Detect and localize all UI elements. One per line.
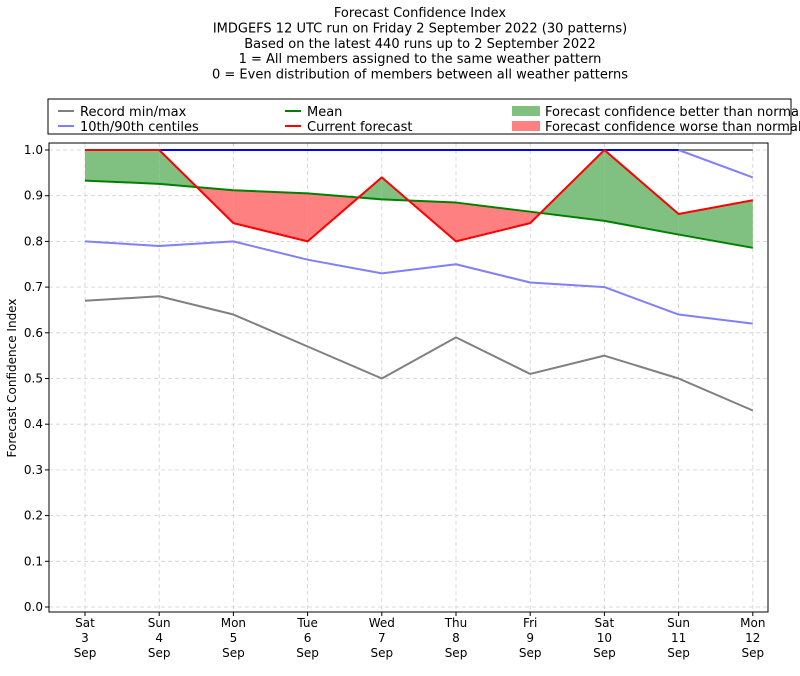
x-tick-label-3-2: Sep — [296, 646, 319, 660]
y-tick-label-10: 1.0 — [24, 143, 43, 157]
legend-swatch-2 — [512, 106, 540, 116]
better-fill-0 — [85, 150, 160, 184]
x-tick-label-3-1: 6 — [304, 631, 312, 645]
better-fill-8 — [678, 200, 753, 248]
better-fill-6b — [540, 150, 605, 221]
series-record-min — [84, 295, 754, 412]
y-tick-label-2: 0.2 — [24, 509, 43, 523]
plot-area: 0.00.10.20.30.40.50.60.70.80.91.0Sat3Sep… — [5, 142, 769, 660]
x-tick-label-2-1: 5 — [230, 631, 238, 645]
better-fill-7 — [604, 150, 679, 235]
x-tick-label-8-2: Sep — [667, 646, 690, 660]
legend-label-5: Forecast confidence worse than normal — [545, 120, 800, 135]
x-tick-label-5-0: Thu — [444, 616, 468, 630]
x-tick-label-1-1: 4 — [155, 631, 163, 645]
x-tick-label-1-2: Sep — [148, 646, 171, 660]
x-tick-label-6-2: Sep — [519, 646, 542, 660]
x-tick-label-3-0: Tue — [296, 616, 318, 630]
x-tick-label-4-0: Wed — [369, 616, 395, 630]
legend-label-1: Mean — [307, 105, 342, 120]
title-line-0: Forecast Confidence Index — [334, 6, 506, 21]
title-line-4: 0 = Even distribution of members between… — [212, 68, 628, 83]
y-tick-label-1: 0.1 — [24, 554, 43, 568]
series-centile-10 — [84, 240, 753, 325]
y-tick-label-7: 0.7 — [24, 280, 43, 294]
y-tick-label-4: 0.4 — [24, 417, 43, 431]
x-tick-label-9-1: 12 — [745, 631, 760, 645]
y-tick-label-8: 0.8 — [24, 234, 43, 248]
legend: Record min/max Mean Forecast confidence be… — [47, 98, 800, 135]
x-tick-label-5-2: Sep — [445, 646, 468, 660]
x-tick-label-0-1: 3 — [81, 631, 89, 645]
legend-label-2: Forecast confidence better than normal — [545, 105, 800, 120]
x-tick-label-7-2: Sep — [593, 646, 616, 660]
plot-frame — [48, 142, 769, 613]
title-line-2: Based on the latest 440 runs up to 2 Sep… — [244, 37, 595, 52]
legend-label-0: Record min/max — [80, 105, 187, 120]
x-tick-label-9-0: Mon — [740, 616, 765, 630]
x-tick-label-1-0: Sun — [148, 616, 171, 630]
x-tick-label-0-2: Sep — [74, 646, 97, 660]
x-tick-label-7-0: Sat — [595, 616, 615, 630]
x-tick-label-6-1: 9 — [526, 631, 534, 645]
title-line-3: 1 = All members assigned to the same wea… — [239, 52, 602, 67]
legend-label-4: Current forecast — [307, 120, 413, 135]
x-tick-label-5-1: 8 — [452, 631, 460, 645]
y-axis-label: Forecast Confidence Index — [5, 299, 19, 458]
x-tick-label-2-2: Sep — [222, 646, 245, 660]
x-tick-label-2-0: Mon — [221, 616, 246, 630]
legend-box — [47, 98, 792, 135]
y-tick-label-6: 0.6 — [24, 326, 43, 340]
series-current-forecast — [85, 149, 753, 243]
title-line-1: IMDGEFS 12 UTC run on Friday 2 September… — [213, 21, 627, 36]
x-tick-label-8-0: Sun — [667, 616, 690, 630]
y-tick-label-0: 0.0 — [24, 600, 43, 614]
x-tick-label-9-2: Sep — [741, 646, 764, 660]
x-tick-label-7-1: 10 — [597, 631, 612, 645]
legend-label-3: 10th/90th centiles — [80, 120, 199, 135]
legend-swatch-5 — [512, 121, 540, 131]
x-tick-label-0-0: Sat — [75, 616, 95, 630]
x-tick-label-8-1: 11 — [671, 631, 686, 645]
y-tick-label-3: 0.3 — [24, 463, 43, 477]
worse-fill-2 — [233, 190, 308, 242]
y-tick-label-9: 0.9 — [24, 189, 43, 203]
y-tick-label-5: 0.5 — [24, 372, 43, 386]
x-tick-label-4-1: 7 — [378, 631, 386, 645]
x-tick-label-4-2: Sep — [370, 646, 393, 660]
worse-fill-5 — [456, 202, 531, 242]
x-tick-label-6-0: Fri — [523, 616, 537, 630]
